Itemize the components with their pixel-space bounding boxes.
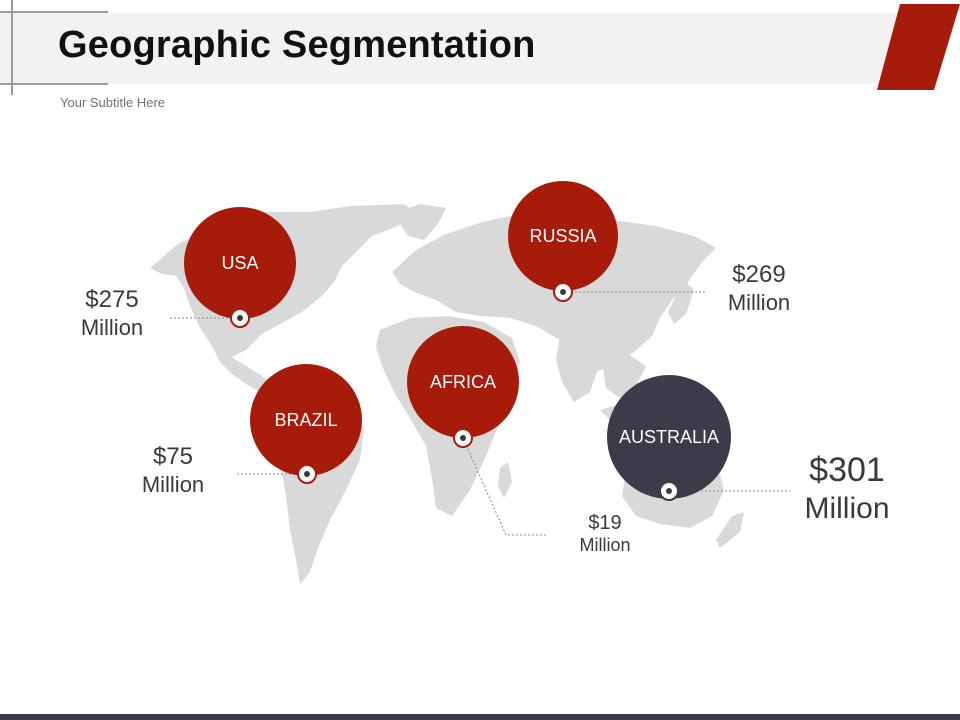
region-unit-russia: Million	[727, 289, 791, 315]
region-value-africa: $19 Million	[560, 511, 650, 557]
region-amount-usa: $275	[85, 286, 139, 313]
region-marker-brazil: BRAZIL	[250, 364, 362, 476]
region-amount-africa: $19	[588, 512, 622, 534]
map-india-peninsula	[556, 336, 600, 402]
region-name-usa: USA	[221, 252, 259, 273]
region-value-brazil: $75 Million	[123, 443, 223, 498]
region-amount-russia: $269	[732, 261, 786, 288]
region-unit-usa: Million	[80, 314, 144, 340]
region-name-australia: AUSTRALIA	[618, 426, 720, 447]
page-title: Geographic Segmentation	[58, 24, 536, 66]
region-value-australia: $301 Million	[787, 450, 907, 527]
region-value-russia: $269 Million	[709, 261, 809, 316]
map-japan	[668, 280, 694, 324]
region-name-africa: AFRICA	[429, 371, 496, 392]
map-greenland	[398, 204, 446, 240]
region-unit-australia: Million	[804, 491, 890, 525]
region-pin-australia	[659, 481, 679, 501]
region-unit-africa: Million	[579, 535, 631, 555]
map-madagascar	[498, 462, 512, 498]
region-value-usa: $275 Million	[62, 286, 162, 341]
region-pin-usa	[230, 308, 250, 328]
page-subtitle: Your Subtitle Here	[60, 95, 166, 110]
region-unit-brazil: Million	[141, 471, 205, 497]
region-amount-brazil: $75	[152, 443, 194, 470]
region-marker-usa: USA	[184, 207, 296, 319]
region-amount-australia: $301	[809, 451, 885, 489]
region-marker-russia: RUSSIA	[508, 181, 618, 291]
region-name-brazil: BRAZIL	[274, 409, 338, 430]
header-band	[0, 13, 900, 84]
region-name-russia: RUSSIA	[529, 225, 597, 246]
region-marker-africa: AFRICA	[407, 326, 519, 438]
map-new-zealand	[716, 512, 744, 548]
map-southeast-asia	[602, 354, 646, 398]
footer-bar	[0, 714, 960, 720]
region-pin-brazil	[297, 464, 317, 484]
region-pin-russia	[553, 282, 573, 302]
region-pin-africa	[453, 428, 473, 448]
accent-parallelogram	[877, 4, 960, 90]
header-accent-shape	[877, 4, 960, 90]
corner-accent-lines	[0, 0, 108, 95]
region-marker-australia: AUSTRALIA	[607, 375, 731, 499]
